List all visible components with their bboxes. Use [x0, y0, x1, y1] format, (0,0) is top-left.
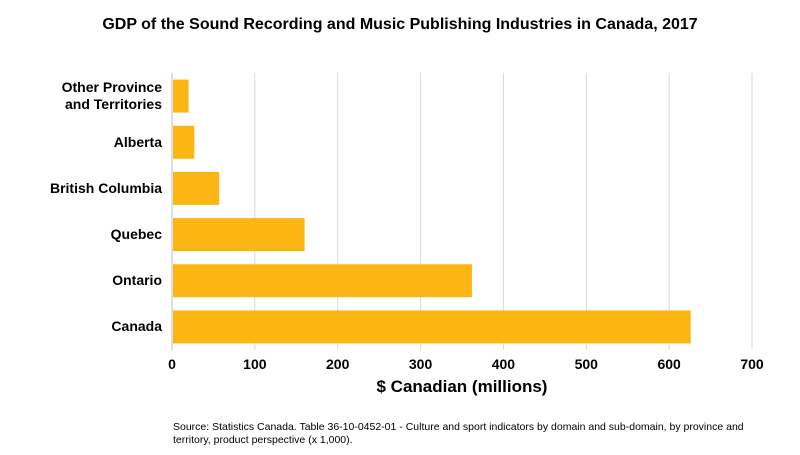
x-tick-label: 600	[657, 356, 681, 372]
bar	[173, 264, 472, 298]
x-tick-label: 100	[243, 356, 267, 372]
x-tick-label: 500	[574, 356, 598, 372]
category-label: Quebec	[110, 226, 162, 243]
bar	[173, 310, 691, 344]
category-label: Canada	[111, 318, 162, 335]
x-tick-label: 200	[326, 356, 350, 372]
category-label: Alberta	[113, 133, 162, 150]
x-tick-label: 400	[491, 356, 516, 372]
category-label: Ontario	[112, 272, 162, 289]
category-label: Other Province and Territories	[61, 79, 162, 113]
source-note: Source: Statistics Canada. Table 36-10-0…	[173, 421, 744, 446]
bars	[173, 79, 691, 344]
chart-title: GDP of the Sound Recording and Music Pub…	[102, 16, 698, 33]
gridlines	[171, 73, 753, 350]
bar	[173, 218, 305, 252]
bar	[173, 79, 189, 113]
x-tick-label: 300	[408, 356, 433, 372]
x-tick-label: 700	[740, 356, 764, 372]
bar	[173, 125, 195, 159]
x-axis-label: $ Canadian (millions)	[376, 377, 548, 396]
category-label: British Columbia	[49, 179, 162, 196]
bar	[173, 171, 220, 205]
x-tick-label: 0	[168, 356, 176, 372]
